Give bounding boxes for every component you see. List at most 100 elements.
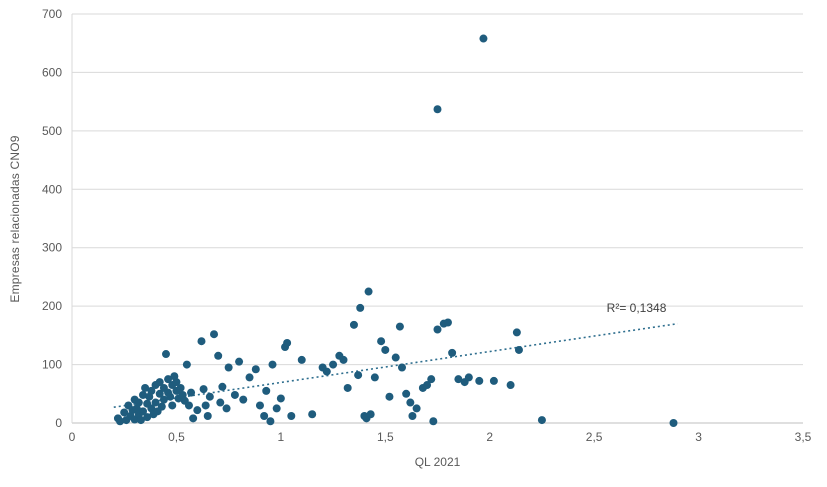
data-point bbox=[433, 325, 442, 334]
data-point bbox=[120, 408, 129, 417]
data-point bbox=[454, 375, 463, 384]
data-point bbox=[216, 398, 225, 407]
data-point bbox=[193, 406, 202, 415]
x-tick-label: 0 bbox=[69, 430, 76, 444]
data-point bbox=[164, 375, 173, 384]
r-squared-label: R²= 0,1348 bbox=[607, 301, 667, 315]
data-point bbox=[397, 363, 406, 372]
data-point bbox=[354, 371, 363, 380]
data-point bbox=[443, 318, 452, 327]
data-point bbox=[377, 337, 386, 346]
data-point bbox=[512, 328, 521, 337]
x-tick-label: 1 bbox=[278, 430, 285, 444]
data-point bbox=[187, 388, 196, 397]
data-point bbox=[322, 367, 331, 376]
data-point bbox=[329, 360, 338, 369]
data-point bbox=[251, 365, 260, 374]
data-point bbox=[489, 376, 498, 385]
data-point bbox=[385, 392, 394, 401]
data-point bbox=[423, 381, 432, 390]
data-point bbox=[151, 398, 160, 407]
data-point bbox=[134, 398, 143, 407]
data-point bbox=[448, 348, 457, 357]
data-point bbox=[408, 411, 417, 420]
data-point bbox=[349, 320, 358, 329]
data-point bbox=[537, 416, 546, 425]
data-point bbox=[176, 383, 185, 392]
data-point bbox=[224, 363, 233, 372]
data-point bbox=[475, 376, 484, 385]
data-point bbox=[166, 392, 175, 401]
y-tick-label: 300 bbox=[42, 241, 62, 255]
x-tick-label: 0,5 bbox=[168, 430, 185, 444]
x-axis-title: QL 2021 bbox=[414, 455, 461, 469]
data-point bbox=[136, 416, 145, 425]
data-point bbox=[356, 303, 365, 312]
data-point bbox=[343, 383, 352, 392]
data-point bbox=[157, 402, 166, 411]
data-point bbox=[255, 401, 264, 410]
y-tick-label: 600 bbox=[42, 65, 62, 79]
data-point bbox=[230, 390, 239, 399]
data-point bbox=[182, 360, 191, 369]
data-point bbox=[283, 338, 292, 347]
data-point bbox=[199, 385, 208, 394]
data-point bbox=[297, 355, 306, 364]
data-point bbox=[161, 350, 170, 359]
data-point bbox=[143, 413, 152, 422]
data-point bbox=[172, 378, 181, 387]
data-point bbox=[222, 404, 231, 413]
data-point bbox=[235, 357, 244, 366]
data-point bbox=[147, 386, 156, 395]
data-point bbox=[381, 345, 390, 354]
data-point bbox=[141, 383, 150, 392]
data-point bbox=[268, 360, 277, 369]
y-tick-label: 400 bbox=[42, 182, 62, 196]
data-point bbox=[139, 390, 148, 399]
data-point bbox=[159, 395, 168, 404]
data-point bbox=[189, 414, 198, 423]
data-point bbox=[395, 322, 404, 331]
y-tick-label: 700 bbox=[42, 7, 62, 21]
x-tick-label: 2 bbox=[486, 430, 493, 444]
data-point bbox=[201, 401, 210, 410]
data-point bbox=[155, 389, 164, 398]
data-point bbox=[245, 373, 254, 382]
y-tick-label: 100 bbox=[42, 358, 62, 372]
y-tick-label: 500 bbox=[42, 124, 62, 138]
data-point bbox=[239, 395, 248, 404]
data-point bbox=[433, 105, 442, 114]
data-point bbox=[412, 404, 421, 413]
data-point bbox=[272, 404, 281, 413]
data-point bbox=[429, 417, 438, 426]
data-point bbox=[184, 401, 193, 410]
data-point bbox=[155, 378, 164, 387]
data-point bbox=[139, 407, 148, 416]
data-point bbox=[308, 410, 317, 419]
data-point bbox=[364, 287, 373, 296]
data-point bbox=[339, 355, 348, 364]
y-tick-label: 0 bbox=[55, 416, 62, 430]
x-tick-label: 2,5 bbox=[586, 430, 603, 444]
data-point bbox=[197, 337, 206, 346]
data-point bbox=[406, 398, 415, 407]
data-point bbox=[402, 389, 411, 398]
x-tick-label: 3,5 bbox=[795, 430, 812, 444]
data-point bbox=[116, 417, 125, 426]
data-point bbox=[203, 411, 212, 420]
data-point bbox=[260, 411, 269, 420]
data-point bbox=[266, 417, 275, 426]
data-point bbox=[514, 345, 523, 354]
data-point bbox=[370, 373, 379, 382]
data-point bbox=[366, 410, 375, 419]
data-point bbox=[506, 381, 515, 390]
x-tick-label: 1,5 bbox=[377, 430, 394, 444]
x-tick-label: 3 bbox=[695, 430, 702, 444]
data-point bbox=[287, 411, 296, 420]
data-point bbox=[276, 394, 285, 403]
trendline bbox=[113, 322, 678, 409]
data-point bbox=[205, 392, 214, 401]
data-point bbox=[479, 34, 488, 43]
